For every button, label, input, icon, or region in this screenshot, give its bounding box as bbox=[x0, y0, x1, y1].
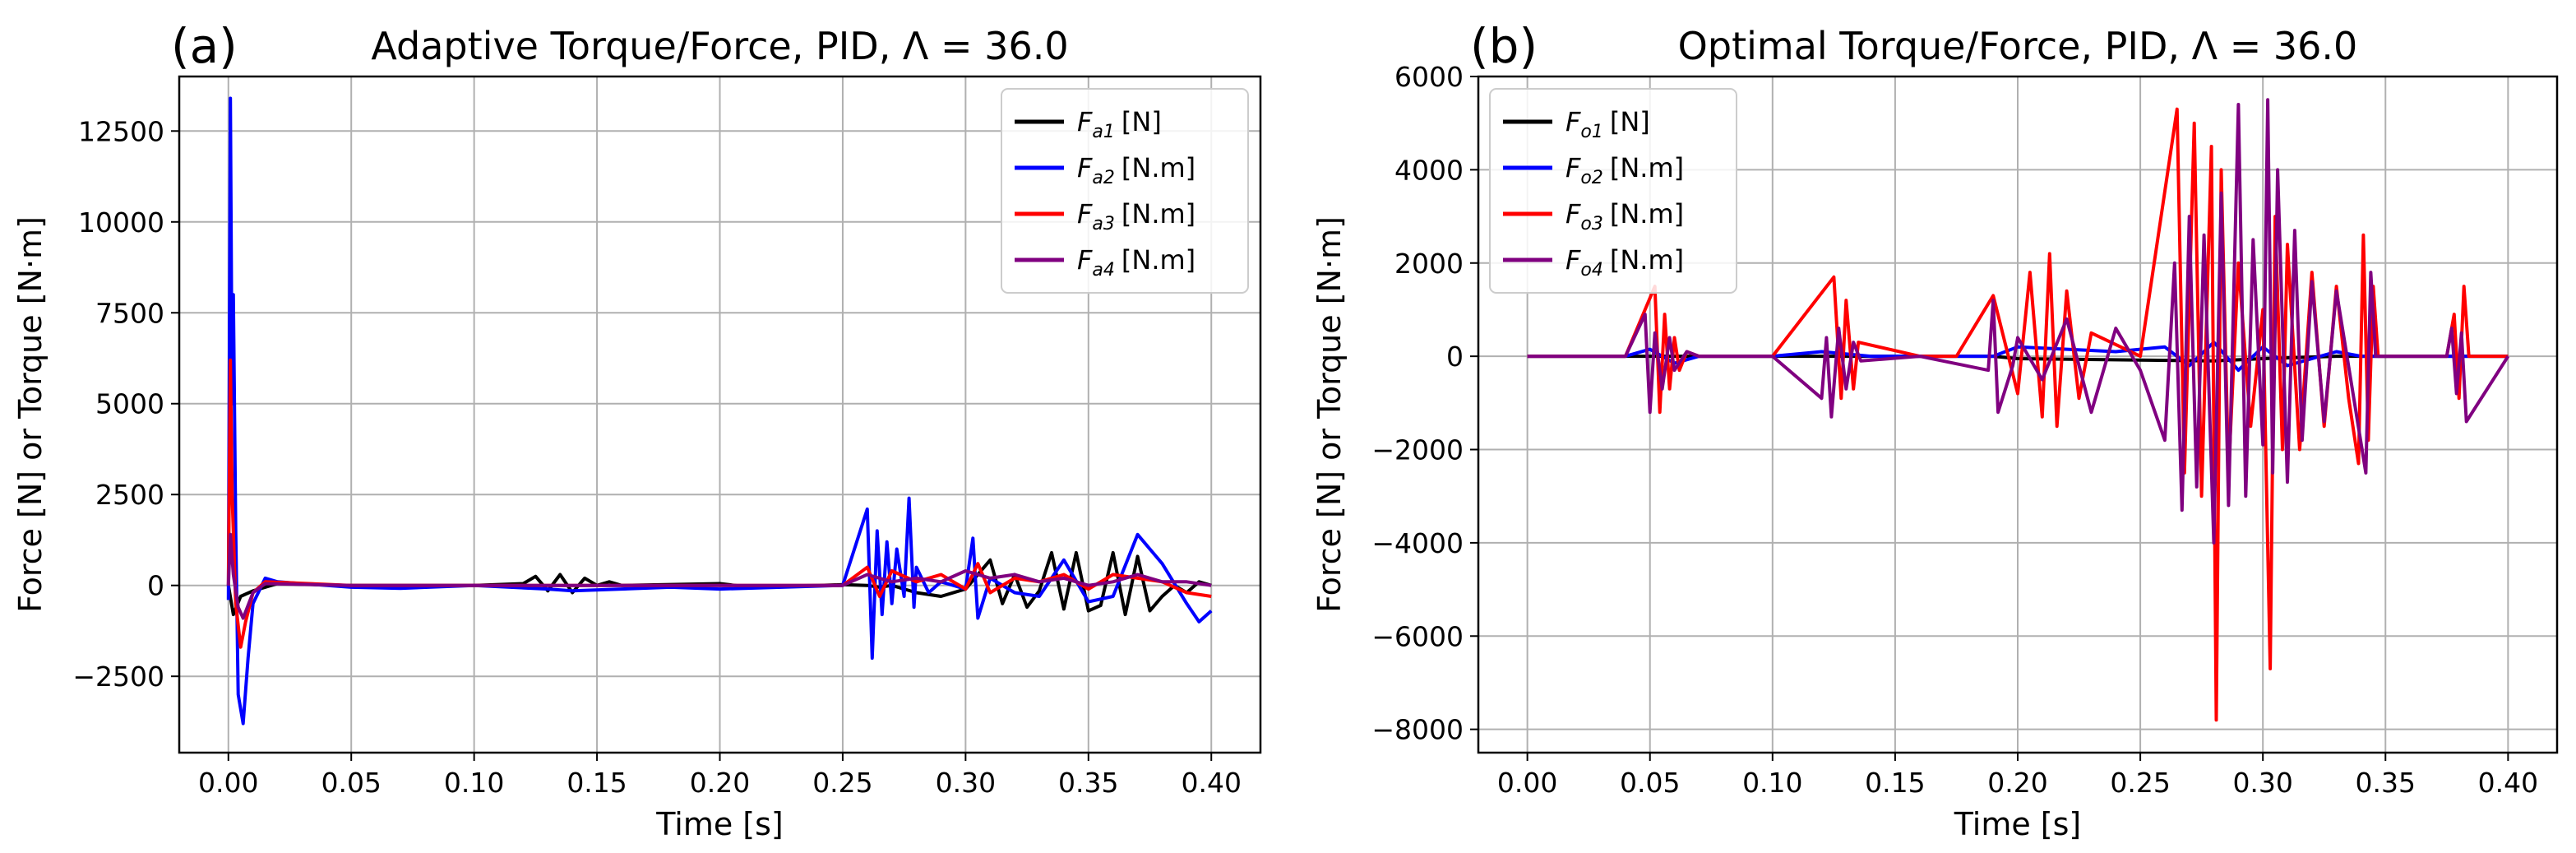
series-line-a3 bbox=[226, 358, 1212, 649]
x-tick-label: 0.00 bbox=[198, 767, 258, 799]
legend-label-main: F bbox=[1565, 152, 1581, 183]
legend-label-sub: o3 bbox=[1580, 214, 1602, 234]
x-tick-label: 0.30 bbox=[936, 767, 996, 799]
x-tick-label: 0.25 bbox=[2110, 767, 2170, 799]
legend-entry: Fa4 [N.m] bbox=[1077, 244, 1196, 280]
y-tick-label: −4000 bbox=[1371, 527, 1464, 559]
legend-label-main: F bbox=[1565, 198, 1581, 229]
x-tick-label: 0.05 bbox=[1620, 767, 1680, 799]
legend-label-unit: [N.m] bbox=[1122, 244, 1196, 276]
x-tick-label: 0.35 bbox=[2356, 767, 2416, 799]
y-tick-label: 5000 bbox=[95, 388, 164, 420]
legend-label-sub: a2 bbox=[1092, 168, 1114, 188]
legend-label-unit: [N.m] bbox=[1610, 198, 1684, 229]
panel-label: (a) bbox=[171, 18, 238, 74]
legend-label-unit: [N] bbox=[1610, 106, 1650, 137]
y-tick-label: −8000 bbox=[1371, 714, 1464, 746]
y-tick-label: −2000 bbox=[1371, 434, 1464, 466]
chart-title: Adaptive Torque/Force, PID, Λ = 36.0 bbox=[371, 24, 1068, 68]
legend-label-sub: a4 bbox=[1092, 260, 1114, 280]
x-tick-label: 0.15 bbox=[567, 767, 627, 799]
y-tick-label: 4000 bbox=[1394, 154, 1464, 186]
panel-label: (b) bbox=[1470, 18, 1538, 74]
series-line-o4 bbox=[1527, 98, 2510, 545]
x-tick-label: 0.30 bbox=[2232, 767, 2292, 799]
chart-a: 0.00 0.05 0.10 0.15 0.20 0.25 0.30 0.35 0.40 −250… bbox=[12, 18, 1262, 842]
y-tick-label: −6000 bbox=[1371, 620, 1464, 652]
x-tick-label: 0.10 bbox=[1742, 767, 1802, 799]
legend-entry: Fo4 [N.m] bbox=[1565, 244, 1684, 280]
legend-label-main: F bbox=[1077, 244, 1093, 276]
y-tick-label: −2500 bbox=[72, 661, 164, 693]
chart-title: Optimal Torque/Force, PID, Λ = 36.0 bbox=[1678, 24, 2358, 68]
y-tick-label: 2500 bbox=[95, 479, 164, 511]
series-line-a4 bbox=[226, 532, 1212, 620]
legend-label-sub: o2 bbox=[1580, 168, 1602, 188]
chart-b: 0.00 0.05 0.10 0.15 0.20 0.25 0.30 0.35 0.40 −800… bbox=[1311, 18, 2559, 842]
y-axis-label: Force [N] or Torque [N·m] bbox=[12, 216, 49, 613]
legend-label-main: F bbox=[1077, 152, 1093, 183]
legend-label-sub: o4 bbox=[1580, 260, 1602, 280]
legend-label-sub: a3 bbox=[1092, 214, 1114, 234]
legend-label-main: F bbox=[1565, 106, 1581, 137]
legend-label-main: F bbox=[1565, 244, 1581, 276]
x-tick-label: 0.10 bbox=[444, 767, 504, 799]
x-axis-label: Time [s] bbox=[655, 806, 784, 842]
legend-label-unit: [N] bbox=[1122, 106, 1162, 137]
y-tick-label: 10000 bbox=[78, 206, 164, 239]
y-tick-label: 0 bbox=[147, 570, 164, 602]
x-tick-label: 0.35 bbox=[1058, 767, 1118, 799]
y-axis-label: Force [N] or Torque [N·m] bbox=[1311, 216, 1348, 613]
legend-label-unit: [N.m] bbox=[1122, 152, 1196, 183]
legend-label-unit: [N.m] bbox=[1610, 244, 1684, 276]
x-tick-label: 0.05 bbox=[321, 767, 381, 799]
legend-entry: Fo1 [N] bbox=[1565, 106, 1650, 142]
x-tick-label: 0.25 bbox=[812, 767, 872, 799]
y-tick-label: 0 bbox=[1446, 341, 1464, 373]
y-tick-label: 12500 bbox=[78, 115, 164, 147]
x-axis-label: Time [s] bbox=[1954, 806, 2082, 842]
legend-entry: Fa3 [N.m] bbox=[1077, 198, 1196, 234]
y-tick-label: 6000 bbox=[1394, 61, 1464, 93]
legend-label-unit: [N.m] bbox=[1122, 198, 1196, 229]
legend-entry: Fo2 [N.m] bbox=[1565, 152, 1684, 188]
x-tick-label: 0.40 bbox=[2478, 767, 2538, 799]
series-group bbox=[226, 96, 1213, 726]
legend-entry: Fa2 [N.m] bbox=[1077, 152, 1196, 188]
x-tick-label: 0.15 bbox=[1865, 767, 1925, 799]
legend-box bbox=[1001, 88, 1249, 294]
x-tick-label: 0.00 bbox=[1497, 767, 1557, 799]
x-tick-label: 0.40 bbox=[1181, 767, 1241, 799]
legend-entry: Fa1 [N] bbox=[1077, 106, 1162, 142]
series-group bbox=[1527, 98, 2510, 722]
legend-label-main: F bbox=[1077, 106, 1093, 137]
legend-label-unit: [N.m] bbox=[1610, 152, 1684, 183]
legend-entry: Fo3 [N.m] bbox=[1565, 198, 1684, 234]
legend-label-main: F bbox=[1077, 198, 1093, 229]
x-tick-label: 0.20 bbox=[1987, 767, 2047, 799]
legend-label-sub: a1 bbox=[1092, 122, 1114, 142]
y-tick-label: 7500 bbox=[95, 297, 164, 329]
x-tick-label: 0.20 bbox=[690, 767, 750, 799]
y-tick-label: 2000 bbox=[1394, 248, 1464, 280]
legend-box bbox=[1489, 88, 1737, 294]
legend-label-sub: o1 bbox=[1580, 122, 1602, 142]
